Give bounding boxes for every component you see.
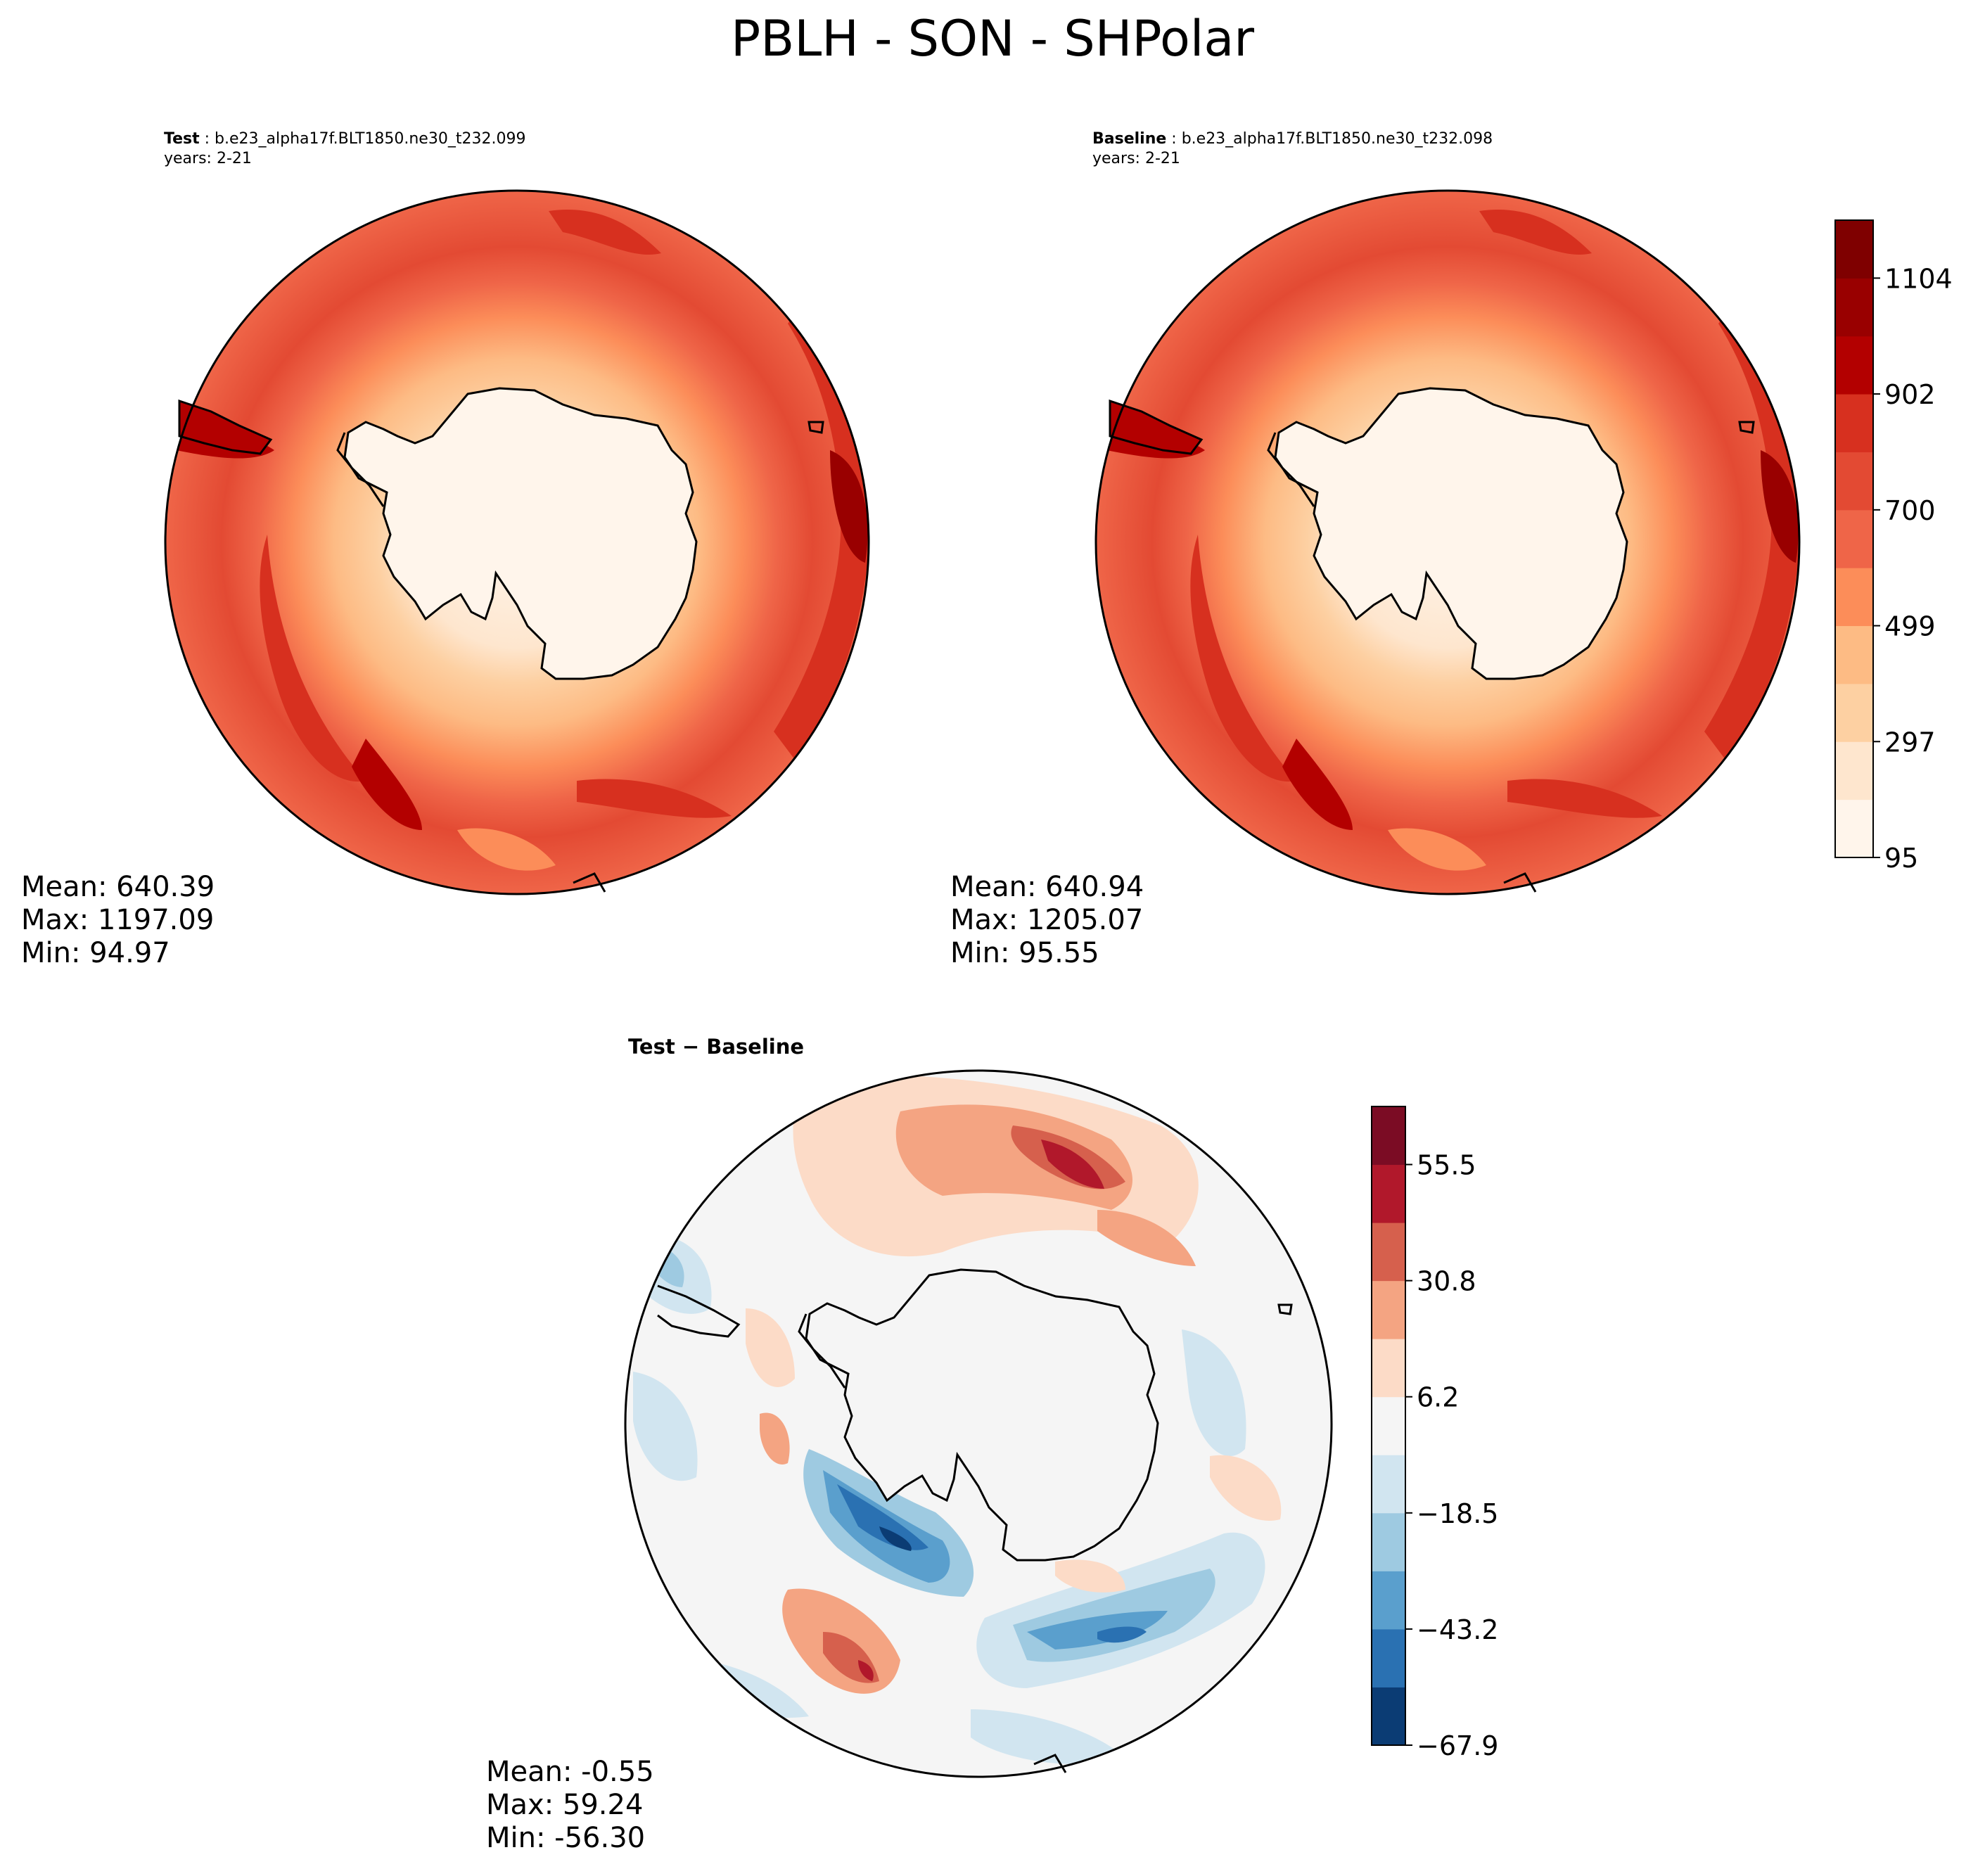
diff-colorbar-segment	[1372, 1106, 1405, 1166]
test-stat-mean: Mean: 640.39	[21, 871, 215, 903]
diff-colorbar-tick-label: −43.2	[1417, 1614, 1498, 1645]
main-colorbar-border	[1834, 219, 1874, 858]
main-colorbar-segment	[1835, 741, 1873, 800]
diff-colorbar-tick-label: 30.8	[1417, 1266, 1476, 1297]
test-antarctica-coastline	[343, 387, 698, 680]
test-stat-min: Min: 94.97	[21, 937, 170, 969]
diff-colorbar-tick-label: 55.5	[1417, 1150, 1476, 1181]
diff-colorbar-segment	[1372, 1512, 1405, 1571]
main-colorbar-tick-label: 902	[1884, 379, 1936, 410]
main-colorbar-segment	[1835, 394, 1873, 452]
baseline-antarctica-coastline	[1274, 387, 1628, 680]
test-stats: Mean: 640.39 Max: 1197.09 Min: 94.97	[21, 871, 215, 970]
diff-map-border	[624, 1069, 1333, 1778]
main-colorbar-segment	[1835, 336, 1873, 395]
test-map-border	[164, 189, 870, 895]
baseline-stat-max: Max: 1205.07	[950, 904, 1144, 936]
main-colorbar-tick-label: 700	[1884, 495, 1936, 526]
baseline-panel-title: Baseline : b.e23_alpha17f.BLT1850.ne30_t…	[1092, 129, 1493, 169]
diff-colorbar-segment	[1372, 1396, 1405, 1455]
test-stat-max: Max: 1197.09	[21, 904, 215, 936]
diff-stats: Mean: -0.55 Max: 59.24 Min: -56.30	[486, 1756, 654, 1855]
diff-stat-mean: Mean: -0.55	[486, 1756, 654, 1788]
test-label: Test	[164, 130, 200, 148]
baseline-stats: Mean: 640.94 Max: 1205.07 Min: 95.55	[950, 871, 1144, 970]
diff-colorbar-tick-label: −18.5	[1417, 1498, 1498, 1529]
main-colorbar-tick-label: 1104	[1884, 263, 1953, 294]
main-colorbar-segment	[1835, 509, 1873, 568]
diff-colorbar-segment	[1372, 1628, 1405, 1687]
baseline-stat-min: Min: 95.55	[950, 937, 1099, 969]
figure-title: PBLH - SON - SHPolar	[730, 10, 1255, 68]
diff-colorbar: −67.9 −43.2 −18.5 6.2 30.8 55.5	[1371, 1106, 1498, 1761]
main-colorbar-segment	[1835, 799, 1873, 858]
main-colorbar-tick-label: 297	[1884, 727, 1936, 758]
main-colorbar-tick-label: 95	[1884, 843, 1918, 874]
baseline-years: years: 2-21	[1092, 150, 1180, 167]
baseline-label: Baseline	[1092, 130, 1167, 148]
baseline-case-name: : b.e23_alpha17f.BLT1850.ne30_t232.098	[1166, 130, 1493, 148]
diff-colorbar-segment	[1372, 1164, 1405, 1223]
test-panel-title: Test : b.e23_alpha17f.BLT1850.ne30_t232.…	[164, 129, 525, 169]
baseline-map-border	[1094, 189, 1801, 895]
diff-stat-max: Max: 59.24	[486, 1789, 644, 1821]
diff-colorbar-tick-label: −67.9	[1417, 1730, 1498, 1761]
diff-colorbar-segment	[1372, 1455, 1405, 1514]
diff-stat-min: Min: -56.30	[486, 1822, 646, 1854]
main-colorbar-tick-label: 499	[1884, 611, 1936, 642]
main-colorbar-segment	[1835, 625, 1873, 684]
test-years: years: 2-21	[164, 150, 252, 167]
main-colorbar-segment	[1835, 278, 1873, 337]
main-colorbar-segment	[1835, 452, 1873, 511]
diff-colorbar-segment	[1372, 1339, 1405, 1398]
diff-colorbar-border	[1371, 1106, 1406, 1746]
diff-colorbar-segment	[1372, 1571, 1405, 1630]
diff-colorbar-segment	[1372, 1280, 1405, 1339]
diff-antarctica-coastline	[805, 1268, 1159, 1562]
main-colorbar-segment	[1835, 220, 1873, 279]
diff-colorbar-segment	[1372, 1687, 1405, 1746]
test-case-name: : b.e23_alpha17f.BLT1850.ne30_t232.099	[199, 130, 526, 148]
diff-colorbar-segment	[1372, 1223, 1405, 1282]
baseline-stat-mean: Mean: 640.94	[950, 871, 1144, 903]
diff-panel-title: Test − Baseline	[628, 1035, 805, 1059]
main-colorbar: 95 297 499 700 902 1104	[1834, 219, 1953, 874]
main-colorbar-segment	[1835, 568, 1873, 627]
main-colorbar-segment	[1835, 683, 1873, 742]
diff-colorbar-tick-label: 6.2	[1417, 1382, 1459, 1413]
